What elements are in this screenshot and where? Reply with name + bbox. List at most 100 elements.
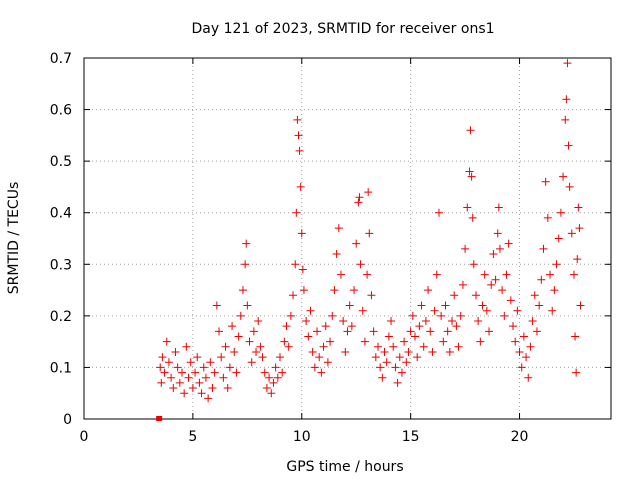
- data-point: [504, 239, 513, 248]
- data-point: [468, 213, 477, 222]
- data-point: [571, 332, 580, 341]
- data-point: [271, 363, 280, 372]
- data-point: [519, 332, 528, 341]
- data-point: [421, 317, 430, 326]
- data-point: [573, 255, 582, 264]
- data-point: [466, 126, 475, 135]
- data-point: [308, 347, 317, 356]
- data-point: [559, 172, 568, 181]
- data-point: [408, 311, 417, 320]
- data-point: [302, 317, 311, 326]
- data-point: [365, 229, 374, 238]
- data-point: [249, 327, 258, 336]
- data-point: [528, 317, 537, 326]
- y-tick-label: 0.7: [50, 51, 72, 67]
- grid-lines: [84, 58, 611, 419]
- data-point: [230, 347, 239, 356]
- y-tick-label: 0.1: [50, 360, 72, 376]
- data-point: [336, 270, 345, 279]
- data-point: [156, 363, 165, 372]
- data-point: [378, 373, 387, 382]
- data-point: [184, 373, 193, 382]
- data-point: [186, 358, 195, 367]
- data-point: [328, 311, 337, 320]
- data-point: [411, 332, 420, 341]
- data-point: [467, 172, 476, 181]
- data-point: [498, 286, 507, 295]
- data-point: [564, 141, 573, 150]
- data-point: [448, 317, 457, 326]
- data-point: [232, 368, 241, 377]
- data-point: [156, 416, 163, 421]
- data-point: [539, 244, 548, 253]
- data-point: [417, 301, 426, 310]
- data-point: [243, 301, 252, 310]
- data-point: [306, 306, 315, 315]
- data-point: [297, 229, 306, 238]
- data-point: [402, 358, 411, 367]
- data-point: [397, 368, 406, 377]
- x-tick-label: 0: [80, 429, 89, 445]
- data-point: [430, 306, 439, 315]
- y-tick-label: 0.6: [50, 103, 72, 119]
- data-point: [310, 363, 319, 372]
- data-point: [550, 286, 559, 295]
- data-point: [245, 337, 254, 346]
- data-point: [376, 363, 385, 372]
- data-point: [415, 322, 424, 331]
- data-point: [223, 384, 232, 393]
- data-point: [445, 347, 454, 356]
- data-point: [482, 306, 491, 315]
- data-point: [345, 301, 354, 310]
- data-point: [298, 265, 307, 274]
- data-point: [509, 322, 518, 331]
- data-point: [317, 368, 326, 377]
- data-point: [382, 358, 391, 367]
- data-point: [262, 384, 271, 393]
- data-point: [384, 332, 393, 341]
- data-point: [321, 322, 330, 331]
- data-point: [465, 167, 474, 176]
- data-point: [515, 347, 524, 356]
- data-point: [524, 373, 533, 382]
- x-tick-label: 15: [402, 429, 420, 445]
- data-point: [254, 317, 263, 326]
- data-point: [391, 363, 400, 372]
- data-point: [360, 337, 369, 346]
- data-point: [175, 378, 184, 387]
- y-tick-label: 0.5: [50, 154, 72, 170]
- data-point: [364, 188, 373, 197]
- data-point: [289, 291, 298, 300]
- data-point: [380, 347, 389, 356]
- data-point: [304, 332, 313, 341]
- data-point: [363, 270, 372, 279]
- data-point: [177, 368, 186, 377]
- data-point: [241, 260, 250, 269]
- data-point: [206, 358, 215, 367]
- data-point: [180, 389, 189, 398]
- data-point: [238, 286, 247, 295]
- data-point: [458, 280, 467, 289]
- data-point: [562, 95, 571, 104]
- data-point: [441, 301, 450, 310]
- data-point: [576, 301, 585, 310]
- data-point: [569, 270, 578, 279]
- data-point: [343, 327, 352, 336]
- data-point: [495, 244, 504, 253]
- data-point: [332, 249, 341, 258]
- data-point: [452, 322, 461, 331]
- data-point: [236, 311, 245, 320]
- data-point: [219, 373, 228, 382]
- data-point: [282, 322, 291, 331]
- data-point: [565, 182, 574, 191]
- data-point: [563, 59, 572, 68]
- data-point: [275, 353, 284, 362]
- data-point: [389, 342, 398, 351]
- plot-frame: [83, 57, 612, 420]
- data-point: [256, 342, 265, 351]
- data-point: [242, 239, 251, 248]
- data-point: [404, 347, 413, 356]
- data-point: [296, 182, 305, 191]
- data-point: [267, 389, 276, 398]
